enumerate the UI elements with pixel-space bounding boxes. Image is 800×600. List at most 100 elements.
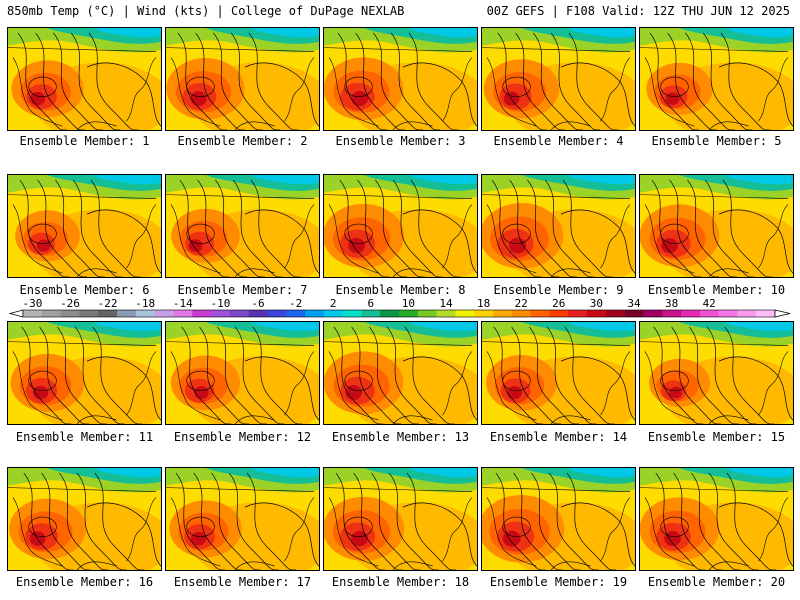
colorbar-swatch bbox=[41, 310, 61, 317]
ensemble-map-panel bbox=[481, 174, 636, 278]
ensemble-map-panel bbox=[323, 321, 478, 425]
colorbar-swatch bbox=[361, 310, 381, 317]
temperature-map bbox=[640, 468, 793, 570]
colorbar-swatch bbox=[624, 310, 644, 317]
colorbar-swatch bbox=[718, 310, 738, 317]
colorbar-swatch bbox=[568, 310, 588, 317]
colorbar-swatch bbox=[756, 310, 776, 317]
colorbar-swatch bbox=[549, 310, 569, 317]
colorbar-tick-label: -30 bbox=[22, 297, 42, 310]
temperature-map bbox=[166, 28, 319, 130]
ensemble-member-label: Ensemble Member: 3 bbox=[335, 134, 466, 148]
colorbar-swatch bbox=[248, 310, 268, 317]
temperature-map bbox=[640, 175, 793, 277]
temperature-map bbox=[8, 468, 161, 570]
colorbar-tick-label: 18 bbox=[477, 297, 490, 310]
colorbar-swatch bbox=[342, 310, 362, 317]
ensemble-map-panel bbox=[481, 321, 636, 425]
colorbar-swatch bbox=[79, 310, 99, 317]
colorbar-tick-label: -18 bbox=[135, 297, 155, 310]
ensemble-member-label: Ensemble Member: 4 bbox=[493, 134, 624, 148]
ensemble-map-panel bbox=[7, 321, 162, 425]
colorbar-swatch bbox=[98, 310, 118, 317]
colorbar-swatch bbox=[380, 310, 400, 317]
temperature-map bbox=[324, 468, 477, 570]
ensemble-member-label: Ensemble Member: 14 bbox=[489, 430, 628, 444]
ensemble-map-panel bbox=[7, 27, 162, 131]
colorbar-swatch bbox=[305, 310, 325, 317]
colorbar-tick-label: -6 bbox=[251, 297, 264, 310]
ensemble-member-label: Ensemble Member: 15 bbox=[647, 430, 786, 444]
colorbar-swatch bbox=[662, 310, 682, 317]
ensemble-map-panel bbox=[323, 27, 478, 131]
colorbar-swatch bbox=[699, 310, 719, 317]
colorbar-swatch bbox=[681, 310, 701, 317]
colorbar-swatch bbox=[154, 310, 174, 317]
ensemble-member-label: Ensemble Member: 1 bbox=[19, 134, 150, 148]
colorbar-tick-label: -10 bbox=[210, 297, 230, 310]
ensemble-map-panel bbox=[481, 27, 636, 131]
colorbar-tick-label: -22 bbox=[98, 297, 118, 310]
ensemble-member-label: Ensemble Member: 6 bbox=[19, 283, 150, 297]
colorbar-swatch bbox=[530, 310, 550, 317]
colorbar-swatch bbox=[286, 310, 306, 317]
colorbar-swatch bbox=[60, 310, 80, 317]
colorbar-swatch bbox=[417, 310, 437, 317]
temperature-map bbox=[640, 322, 793, 424]
ensemble-member-label: Ensemble Member: 12 bbox=[173, 430, 312, 444]
colorbar-tick-label: 22 bbox=[515, 297, 528, 310]
ensemble-map-panel bbox=[639, 27, 794, 131]
ensemble-member-label: Ensemble Member: 13 bbox=[331, 430, 470, 444]
colorbar-swatch bbox=[229, 310, 249, 317]
ensemble-map-panel bbox=[7, 174, 162, 278]
temperature-map bbox=[8, 322, 161, 424]
colorbar-tick-label: 42 bbox=[703, 297, 716, 310]
ensemble-member-label: Ensemble Member: 5 bbox=[651, 134, 782, 148]
ensemble-map-panel bbox=[165, 467, 320, 571]
colorbar-tick-label: 30 bbox=[590, 297, 603, 310]
ensemble-member-label: Ensemble Member: 11 bbox=[15, 430, 154, 444]
ensemble-member-label: Ensemble Member: 7 bbox=[177, 283, 308, 297]
colorbar-swatch bbox=[455, 310, 475, 317]
colorbar-swatch bbox=[737, 310, 757, 317]
temperature-map bbox=[482, 322, 635, 424]
colorbar-tick-label: 2 bbox=[330, 297, 337, 310]
colorbar-swatch bbox=[399, 310, 419, 317]
ensemble-member-label: Ensemble Member: 18 bbox=[331, 575, 470, 589]
ensemble-map-panel bbox=[165, 321, 320, 425]
temperature-map bbox=[324, 322, 477, 424]
colorbar-tick-label: -26 bbox=[60, 297, 80, 310]
map-title: 850mb Temp (°C) | Wind (kts) | College o… bbox=[7, 4, 405, 18]
temperature-map bbox=[482, 468, 635, 570]
colorbar-tick-label: 34 bbox=[627, 297, 641, 310]
colorbar-swatch bbox=[436, 310, 456, 317]
ensemble-member-label: Ensemble Member: 19 bbox=[489, 575, 628, 589]
temperature-map bbox=[8, 28, 161, 130]
colorbar-swatch bbox=[474, 310, 494, 317]
colorbar-swatch bbox=[211, 310, 231, 317]
colorbar-swatch bbox=[643, 310, 663, 317]
ensemble-map-panel bbox=[323, 467, 478, 571]
ensemble-map-panel bbox=[639, 467, 794, 571]
colorbar-swatch bbox=[267, 310, 287, 317]
temperature-map bbox=[8, 175, 161, 277]
temperature-map bbox=[482, 175, 635, 277]
temperature-map bbox=[324, 175, 477, 277]
ensemble-member-label: Ensemble Member: 10 bbox=[647, 283, 786, 297]
ensemble-map-panel bbox=[639, 174, 794, 278]
ensemble-map-panel bbox=[639, 321, 794, 425]
colorbar-swatch bbox=[493, 310, 513, 317]
ensemble-member-label: Ensemble Member: 16 bbox=[15, 575, 154, 589]
colorbar-tick-label: 26 bbox=[552, 297, 565, 310]
colorbar-swatch bbox=[605, 310, 625, 317]
colorbar-tick-label: -2 bbox=[289, 297, 302, 310]
temperature-map bbox=[482, 28, 635, 130]
colorbar-swatch bbox=[587, 310, 607, 317]
colorbar-tick-label: 6 bbox=[367, 297, 374, 310]
temperature-colorbar: -30 -26 -22 -18 -14 -10 -6 -2 2 6 10 14 18 22 26 30 34 38… bbox=[8, 297, 791, 318]
colorbar-swatch bbox=[323, 310, 343, 317]
ensemble-member-label: Ensemble Member: 17 bbox=[173, 575, 312, 589]
colorbar-swatch bbox=[173, 310, 193, 317]
colorbar-swatch bbox=[511, 310, 531, 317]
colorbar-swatch bbox=[135, 310, 155, 317]
